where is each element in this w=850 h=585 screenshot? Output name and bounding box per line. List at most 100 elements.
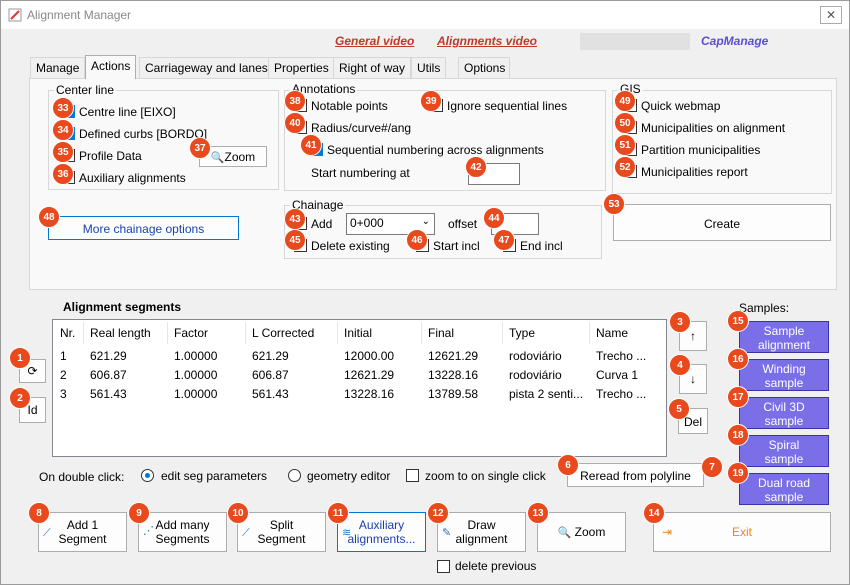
zoom-icon: 🔍	[557, 527, 572, 539]
zoom-single-click-checkbox[interactable]	[406, 469, 419, 482]
chevron-down-icon: ⌄	[421, 216, 430, 227]
cell-type: rodoviário	[509, 368, 562, 382]
sample-line2: sample	[764, 376, 804, 390]
badge-43: 43	[284, 208, 306, 230]
add-many-segments-button[interactable]: ⋰ Add many Segments	[138, 512, 227, 552]
column-separator	[502, 322, 503, 344]
cell-factor: 1.00000	[174, 387, 218, 401]
column-header-type[interactable]: Type	[509, 326, 536, 340]
badge-34: 34	[52, 119, 74, 141]
column-header-initial[interactable]: Initial	[344, 326, 373, 340]
geometry-editor-radio[interactable]	[288, 469, 301, 482]
badge-10: 10	[227, 502, 249, 524]
table-row[interactable]: 2 606.87 1.00000 606.87 12621.29 13228.1…	[53, 366, 666, 385]
draw-alignment-button[interactable]: ✎ Draw alignment	[437, 512, 526, 552]
sample-line1: Civil 3D	[763, 400, 805, 414]
segments-table[interactable]: Nr. Real length Factor L Corrected Initi…	[52, 319, 667, 457]
zoom-single-click-label: zoom to on single click	[425, 469, 546, 483]
actions-panel	[29, 78, 837, 290]
column-header-nr[interactable]: Nr.	[60, 326, 76, 340]
tab-utils[interactable]: Utils	[411, 57, 447, 78]
quick-webmap-label: Quick webmap	[641, 99, 721, 113]
auxiliary-alignments-button[interactable]: ≋ Auxiliary alignments...	[337, 512, 426, 552]
partition-municipalities-label: Partition municipalities	[641, 143, 761, 157]
exit-icon: ⇥	[662, 525, 673, 539]
cell-nr: 2	[60, 368, 67, 382]
cell-final: 13228.16	[428, 368, 479, 382]
centerline-zoom-label: Zoom	[224, 150, 256, 164]
badge-51: 51	[614, 134, 636, 156]
draw-alignment-icon: ✎	[442, 527, 452, 539]
centerline-zoom-button[interactable]: 🔍Zoom	[199, 146, 267, 167]
delete-existing-label: Delete existing	[311, 239, 390, 253]
badge-46: 46	[406, 229, 428, 251]
spiral-sample-button[interactable]: Spiral sample	[739, 435, 829, 467]
badge-5: 5	[668, 398, 690, 420]
winding-sample-button[interactable]: Winding sample	[739, 359, 829, 391]
badge-13: 13	[527, 502, 549, 524]
cell-final: 13789.58	[428, 387, 479, 401]
create-button[interactable]: Create	[613, 204, 831, 241]
tab-options[interactable]: Options	[458, 57, 510, 78]
exit-label: Exit	[731, 525, 752, 539]
samples-title: Samples:	[739, 301, 790, 315]
tab-manage[interactable]: Manage	[30, 57, 86, 78]
more-chainage-options-button[interactable]: More chainage options	[48, 216, 239, 240]
id-button[interactable]: Id	[19, 397, 46, 423]
defined-curbs-label: Defined curbs [BORDO]	[79, 127, 208, 141]
tab-right-of-way[interactable]: Right of way	[333, 57, 412, 78]
alignments-video-link[interactable]: Alignments video	[437, 34, 538, 48]
split-segment-button[interactable]: ⟋ Split Segment	[237, 512, 326, 552]
badge-48: 48	[38, 206, 60, 228]
button-line2: Segment	[58, 532, 107, 546]
column-header-name[interactable]: Name	[596, 326, 629, 340]
app-icon	[8, 8, 22, 22]
sample-line1: Winding	[762, 362, 806, 376]
sample-alignment-button[interactable]: Sample alignment	[739, 321, 829, 353]
column-header-final[interactable]: Final	[428, 326, 455, 340]
column-header-factor[interactable]: Factor	[174, 326, 209, 340]
cell-nr: 3	[60, 387, 67, 401]
badge-41: 41	[300, 134, 322, 156]
cell-initial: 12621.29	[344, 368, 395, 382]
profile-data-label: Profile Data	[79, 149, 142, 163]
sample-line1: Spiral	[768, 438, 800, 452]
civil3d-sample-button[interactable]: Civil 3D sample	[739, 397, 829, 429]
refresh-icon: ⟳	[27, 364, 38, 378]
sample-line2: sample	[764, 490, 804, 504]
badge-19: 19	[727, 462, 749, 484]
badge-1: 1	[9, 347, 31, 369]
table-row[interactable]: 1 621.29 1.00000 621.29 12000.00 12621.2…	[53, 347, 666, 366]
exit-button[interactable]: ⇥ Exit	[653, 512, 831, 552]
geometry-editor-label: geometry editor	[307, 469, 391, 483]
table-row[interactable]: 3 561.43 1.00000 561.43 13228.16 13789.5…	[53, 385, 666, 404]
edit-seg-parameters-radio[interactable]	[141, 469, 154, 482]
tab-carriageway-and-lanes[interactable]: Carriageway and lanes	[139, 57, 274, 78]
capmanage-link[interactable]: CapManage	[701, 34, 769, 48]
cell-real-length: 606.87	[90, 368, 127, 382]
dual-road-sample-button[interactable]: Dual road sample	[739, 473, 829, 505]
window-title: Alignment Manager	[27, 8, 132, 22]
delete-segment-button[interactable]: Del	[678, 408, 708, 434]
cell-factor: 1.00000	[174, 349, 218, 363]
badge-35: 35	[52, 141, 74, 163]
delete-previous-checkbox[interactable]	[437, 560, 450, 573]
add-one-segment-button[interactable]: ⟋ Add 1 Segment	[38, 512, 127, 552]
badge-15: 15	[727, 310, 749, 332]
tab-properties[interactable]: Properties	[268, 57, 335, 78]
badge-6: 6	[557, 454, 579, 476]
general-video-link[interactable]: General video	[335, 34, 415, 48]
reread-polyline-button[interactable]: Reread from polyline	[567, 463, 704, 487]
button-line1: Auxiliary	[358, 518, 405, 532]
chainage-title: Chainage	[290, 198, 346, 212]
column-header-real-length[interactable]: Real length	[90, 326, 151, 340]
zoom-button[interactable]: 🔍 Zoom	[537, 512, 626, 552]
tab-actions[interactable]: Actions	[85, 55, 137, 79]
badge-47: 47	[493, 229, 515, 251]
start-numbering-label: Start numbering at	[311, 166, 410, 180]
column-separator	[167, 322, 168, 344]
close-button[interactable]: ✕	[820, 6, 842, 24]
badge-17: 17	[727, 386, 749, 408]
column-header-l-corrected[interactable]: L Corrected	[252, 326, 315, 340]
